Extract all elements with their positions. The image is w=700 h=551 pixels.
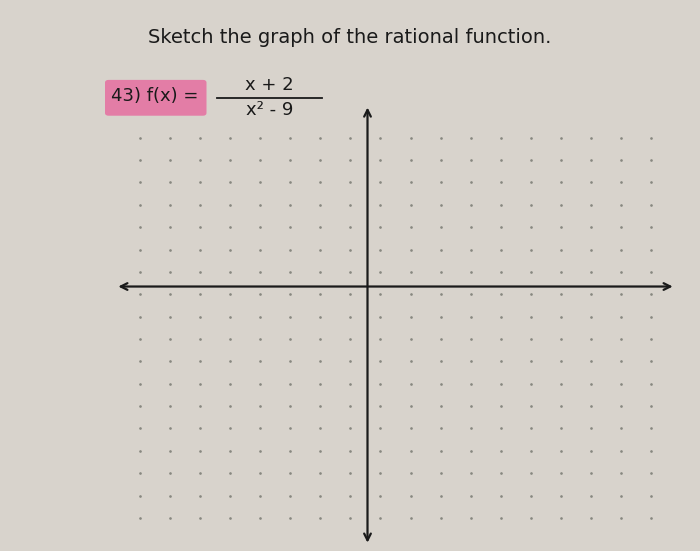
Text: 43) f(x) =: 43) f(x) =: [111, 88, 204, 105]
Text: x + 2: x + 2: [245, 77, 294, 94]
FancyBboxPatch shape: [105, 80, 206, 116]
Text: x² - 9: x² - 9: [246, 101, 293, 119]
Text: Sketch the graph of the rational function.: Sketch the graph of the rational functio…: [148, 28, 552, 46]
